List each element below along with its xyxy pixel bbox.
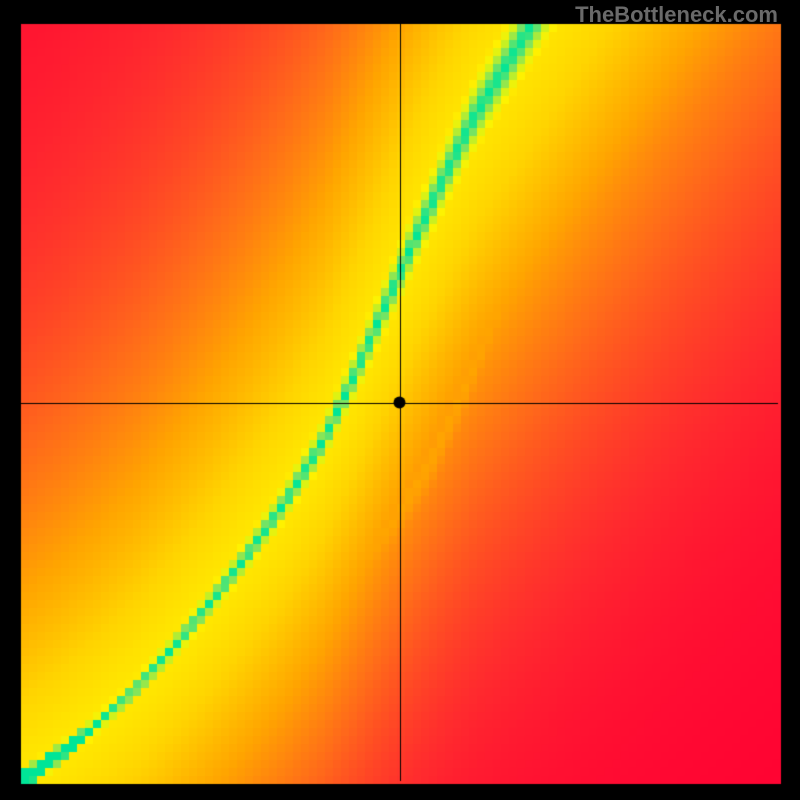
bottleneck-gradient-plot <box>0 0 800 800</box>
chart-container: TheBottleneck.com <box>0 0 800 800</box>
watermark-label: TheBottleneck.com <box>575 2 778 28</box>
